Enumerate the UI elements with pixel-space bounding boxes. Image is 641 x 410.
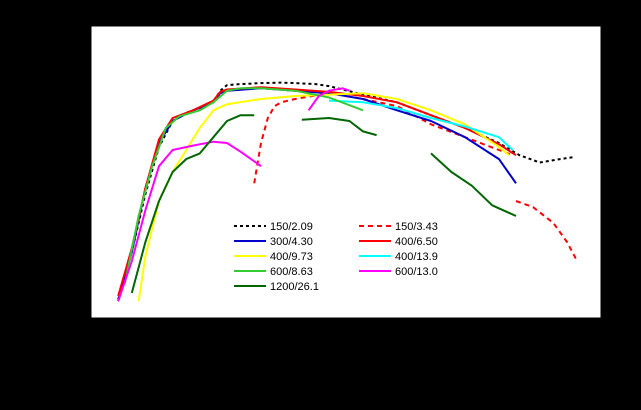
legend-label: 1200/26.1: [270, 281, 319, 293]
x-tick-label: 3000: [79, 328, 103, 340]
legend-label: 150/2.09: [270, 221, 313, 233]
series-line-600-13-0: [307, 87, 350, 111]
legend-label: 150/3.43: [395, 221, 438, 233]
series-line-1200-26-1: [430, 152, 517, 217]
x-tick-label: 6000: [283, 328, 307, 340]
legend-label: 400/6.50: [395, 236, 438, 248]
plot-area: 3000 4000 5000 6000 7000 8000 9000 10000 1 0.1 0.…: [49, 21, 602, 340]
series-line-1200-26-1: [301, 117, 377, 137]
y-axis-label: eficiencia: [17, 143, 33, 207]
x-tick-label: 7000: [351, 328, 375, 340]
x-tick-label: 9000: [487, 328, 511, 340]
y-tick-label: 0.01: [62, 167, 83, 179]
plot-background: [90, 25, 602, 319]
series-line-1200-26-1: [130, 114, 255, 294]
y-tick-label: 0.1: [68, 94, 83, 106]
x-tick-label: 8000: [419, 328, 443, 340]
x-tick-label: 5000: [215, 328, 239, 340]
legend-label: 600/13.0: [395, 266, 438, 278]
y-tick-label: 0.001: [55, 240, 83, 252]
y-tick-label: 1: [77, 21, 83, 33]
legend-label: 300/4.30: [270, 236, 313, 248]
legend-label: 600/8.63: [270, 266, 313, 278]
legend: 150/2.09 150/3.43 300/4.30 400/6.50 400/9.73…: [234, 221, 438, 293]
x-axis-ticks: 3000 4000 5000 6000 7000 8000 9000 10000: [79, 318, 583, 340]
series-line-600-13-0: [117, 140, 262, 302]
y-tick-label: 0.0001: [49, 313, 83, 325]
series-line-400-13-9: [328, 99, 514, 151]
y-axis-ticks: 1 0.1 0.01 0.001 0.0001: [49, 21, 91, 325]
x-axis-label: longitud de onda (A): [277, 357, 413, 373]
x-tick-label: 4000: [147, 328, 171, 340]
series-line-150-3-43: [515, 200, 579, 262]
series-line-600-8-63: [124, 87, 364, 284]
legend-label: 400/9.73: [270, 251, 313, 263]
series-layer: [117, 81, 579, 302]
legend-label: 400/13.9: [395, 251, 438, 263]
x-tick-label: 10000: [552, 328, 583, 340]
